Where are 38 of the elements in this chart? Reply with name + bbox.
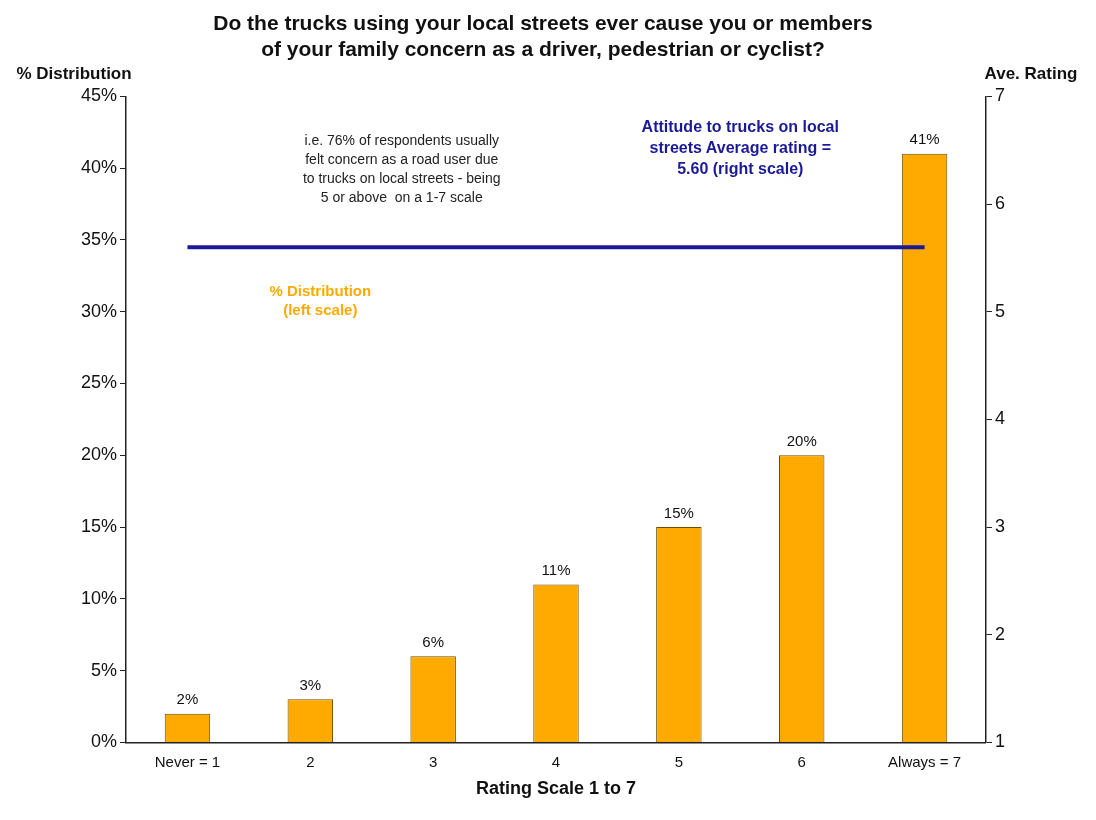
chart-title: Do the trucks using your local streets ever cause you or members of your family concern as a driver, pedestrian or cyclist? bbox=[213, 11, 873, 60]
annotation: i.e. 76% of respondents usually felt concern as a road user due to trucks on local streets - being 5 or above on a 1-7 scale bbox=[302, 132, 501, 206]
x-tick-label: Never = 1 bbox=[154, 752, 221, 770]
ref-line-label: Attitude to trucks on local streets Average rating = 5.60 (right scale) bbox=[641, 117, 839, 177]
data-label: 2% bbox=[176, 690, 199, 708]
y2-tick-label: 5 bbox=[994, 300, 1005, 321]
y-axis-title: % Distribution bbox=[16, 63, 132, 83]
data-label: 6% bbox=[422, 632, 444, 650]
data-label: 15% bbox=[663, 503, 694, 521]
y-tick-label: 5% bbox=[91, 659, 118, 680]
data-label: 41% bbox=[909, 130, 940, 148]
y-tick-label: 40% bbox=[81, 157, 118, 178]
y-tick-label: 15% bbox=[81, 516, 118, 537]
data-label: 3% bbox=[299, 675, 322, 693]
y-tick-label: 25% bbox=[81, 372, 118, 393]
y2-axis-title: Ave. Rating bbox=[984, 63, 1078, 83]
y2-tick-label: 7 bbox=[994, 85, 1005, 106]
y-tick-label: 30% bbox=[81, 300, 118, 321]
y-tick-label: 10% bbox=[81, 587, 118, 608]
x-tick-label: 4 bbox=[551, 752, 561, 770]
y2-tick-label: 6 bbox=[994, 193, 1005, 214]
data-label: 11% bbox=[541, 561, 571, 579]
y-tick-label: 20% bbox=[81, 444, 118, 465]
annotation: % Distribution (left scale) bbox=[269, 281, 372, 318]
data-label: 20% bbox=[786, 431, 817, 449]
x-tick-label: 6 bbox=[797, 752, 806, 770]
y-tick-label: 0% bbox=[91, 731, 118, 752]
x-tick-label: 5 bbox=[674, 752, 684, 770]
y2-tick-label: 2 bbox=[994, 623, 1005, 644]
y-tick-label: 35% bbox=[81, 228, 118, 249]
x-tick-label: Always = 7 bbox=[888, 752, 962, 770]
y2-tick-label: 1 bbox=[994, 731, 1005, 752]
x-tick-label: 3 bbox=[428, 752, 438, 770]
x-tick-label: 2 bbox=[306, 752, 315, 770]
y2-tick-label: 4 bbox=[994, 408, 1005, 429]
y-tick-label: 45% bbox=[81, 85, 118, 106]
y2-tick-label: 3 bbox=[994, 516, 1005, 537]
x-axis-title: Rating Scale 1 to 7 bbox=[475, 778, 637, 799]
